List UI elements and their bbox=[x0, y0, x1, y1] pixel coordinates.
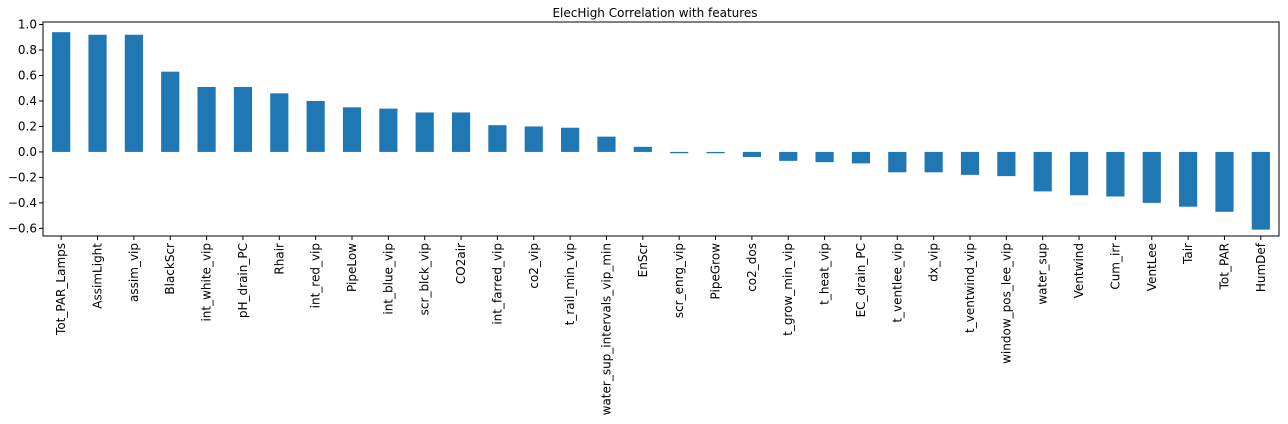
bar-pH_drain_PC bbox=[233, 86, 253, 152]
x-tick-label: t_ventwind_vip bbox=[963, 243, 977, 333]
bar-water_sup_intervals_vip_min bbox=[597, 136, 616, 152]
bar-scr_blck_vip bbox=[415, 112, 434, 152]
y-tick-label: 0.4 bbox=[18, 94, 37, 108]
x-tick-label: scr_blck_vip bbox=[418, 243, 432, 315]
bar-PipeGrow bbox=[706, 151, 725, 154]
bar-t_heat_vip bbox=[815, 151, 834, 163]
x-tick-label: scr_enrg_vip bbox=[672, 243, 686, 318]
chart-title: ElecHigh Correlation with features bbox=[552, 6, 757, 20]
x-tick-label: EnScr bbox=[636, 243, 650, 277]
x-tick-label: int_blue_vip bbox=[381, 243, 395, 315]
bar-assim_vip bbox=[124, 34, 143, 152]
bar-int_white_vip bbox=[197, 86, 216, 152]
y-tick-label: −0.2 bbox=[8, 170, 37, 184]
x-tick-label: int_farred_vip bbox=[490, 243, 504, 325]
bar-int_farred_vip bbox=[488, 125, 507, 152]
y-tick-label: 0.2 bbox=[18, 119, 37, 133]
bar-window_pos_lee_vip bbox=[997, 151, 1016, 177]
x-tick-label: int_white_vip bbox=[200, 243, 214, 322]
bar-dx_vip bbox=[924, 151, 943, 173]
x-tick-label: PipeLow bbox=[345, 243, 359, 292]
x-tick-label: dx_vip bbox=[927, 243, 941, 282]
x-tick-label: water_sup_intervals_vip_min bbox=[599, 243, 613, 415]
x-tick-label: VentLee bbox=[1145, 243, 1159, 291]
x-tick-label: int_red_vip bbox=[309, 243, 323, 308]
bar-CO2air bbox=[451, 112, 471, 152]
x-tick-label: t_ventlee_vip bbox=[890, 243, 904, 323]
y-tick-label: −0.6 bbox=[8, 221, 37, 235]
bar-EC_drain_PC bbox=[851, 151, 871, 164]
bar-Tot_PAR_Lamps bbox=[52, 32, 71, 152]
bar-EnScr bbox=[633, 146, 652, 152]
x-tick-label: Tot_PAR bbox=[1217, 243, 1231, 290]
bar-t_rail_min_vip bbox=[561, 127, 580, 152]
bar-HumDef bbox=[1251, 151, 1270, 230]
y-tick-label: 0.6 bbox=[18, 69, 37, 83]
plot-frame bbox=[42, 21, 1280, 237]
x-tick-label: Cum_irr bbox=[1108, 243, 1122, 290]
x-tick-label: pH_drain_PC bbox=[236, 243, 250, 318]
x-tick-label: PipeGrow bbox=[709, 243, 723, 300]
y-tick-label: 1.0 bbox=[18, 18, 37, 32]
x-tick-label: assim_vip bbox=[127, 243, 141, 302]
bar-co2_dos bbox=[742, 151, 761, 158]
bar-t_ventwind_vip bbox=[960, 151, 980, 175]
bar-water_sup bbox=[1033, 151, 1052, 192]
x-tick-label: Tair bbox=[1181, 243, 1195, 265]
x-tick-label: EC_drain_PC bbox=[854, 243, 868, 317]
x-tick-label: t_rail_min_vip bbox=[563, 243, 577, 325]
bar-PipeLow bbox=[342, 107, 362, 152]
bar-scr_enrg_vip bbox=[670, 151, 689, 154]
bar-Tair bbox=[1179, 151, 1198, 207]
x-tick-label: CO2air bbox=[454, 243, 468, 284]
y-tick-label: 0.8 bbox=[18, 43, 37, 57]
bars-group bbox=[52, 32, 1270, 230]
bar-VentLee bbox=[1142, 151, 1161, 203]
x-tick-label: co2_dos bbox=[745, 243, 759, 292]
bar-BlackScr bbox=[161, 71, 180, 152]
bar-Rhair bbox=[270, 93, 289, 152]
x-tick-label: AssimLight bbox=[91, 243, 105, 309]
bar-co2_vip bbox=[524, 126, 543, 152]
bar-int_blue_vip bbox=[379, 108, 398, 152]
x-tick-label: co2_vip bbox=[527, 243, 541, 289]
bar-int_red_vip bbox=[306, 100, 325, 152]
bar-AssimLight bbox=[88, 34, 107, 152]
x-axis: Tot_PAR_Lamps AssimLight assim_vip BlackScr… bbox=[54, 236, 1268, 415]
x-tick-label: BlackScr bbox=[163, 243, 177, 295]
x-tick-label: water_sup bbox=[1036, 243, 1050, 305]
bar-Ventwind bbox=[1069, 151, 1089, 196]
x-tick-label: Tot_PAR_Lamps bbox=[54, 243, 68, 336]
y-tick-label: 0.0 bbox=[18, 145, 37, 159]
bar-t_ventlee_vip bbox=[888, 151, 907, 173]
x-tick-label: HumDef bbox=[1254, 242, 1268, 292]
x-tick-label: t_grow_min_vip bbox=[781, 243, 795, 336]
y-tick-label: −0.4 bbox=[8, 196, 37, 210]
y-axis: −0.6 −0.4 −0.2 0.0 0.2 0.4 0.6 0.8 1.0 bbox=[8, 18, 43, 235]
bar-Cum_irr bbox=[1106, 151, 1125, 197]
x-tick-label: Ventwind bbox=[1072, 243, 1086, 298]
x-tick-label: t_heat_vip bbox=[818, 243, 832, 305]
bar-t_grow_min_vip bbox=[779, 151, 798, 161]
x-tick-label: window_pos_lee_vip bbox=[999, 243, 1013, 364]
bar-Tot_PAR bbox=[1215, 151, 1234, 212]
x-tick-label: Rhair bbox=[272, 243, 286, 275]
